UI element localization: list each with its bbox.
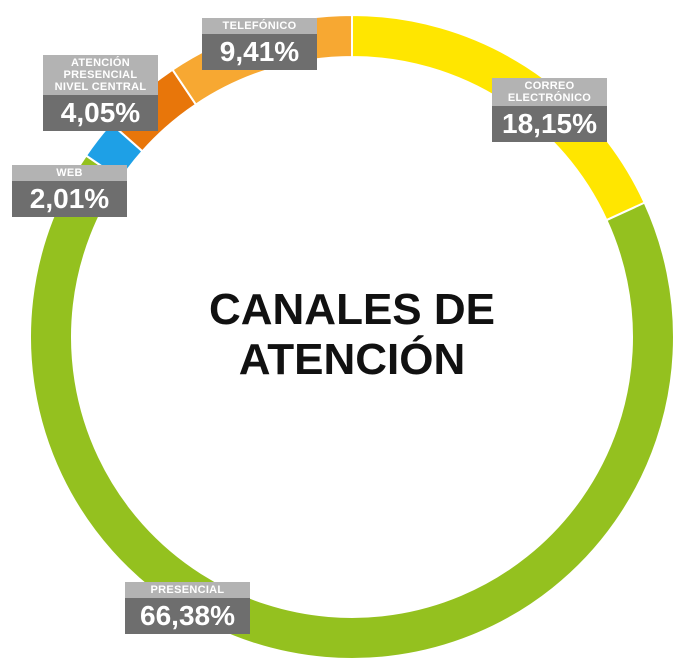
data-label: ATENCIÓN PRESENCIAL NIVEL CENTRAL 4,05% [43, 55, 158, 131]
data-label: PRESENCIAL 66,38% [125, 582, 250, 634]
data-label: TELEFÓNICO 9,41% [202, 18, 317, 70]
category-label: TELEFÓNICO [202, 18, 317, 34]
value-label: 2,01% [12, 181, 127, 217]
category-label: CORREO ELECTRÓNICO [492, 78, 607, 106]
value-label: 4,05% [43, 95, 158, 131]
value-label: 66,38% [125, 598, 250, 634]
value-label: 9,41% [202, 34, 317, 70]
chart-title: CANALES DE ATENCIÓN [208, 285, 496, 384]
value-label: 18,15% [492, 106, 607, 142]
data-label: WEB 2,01% [12, 165, 127, 217]
data-label: CORREO ELECTRÓNICO 18,15% [492, 78, 607, 142]
category-label: ATENCIÓN PRESENCIAL NIVEL CENTRAL [43, 55, 158, 95]
category-label: PRESENCIAL [125, 582, 250, 598]
category-label: WEB [12, 165, 127, 181]
